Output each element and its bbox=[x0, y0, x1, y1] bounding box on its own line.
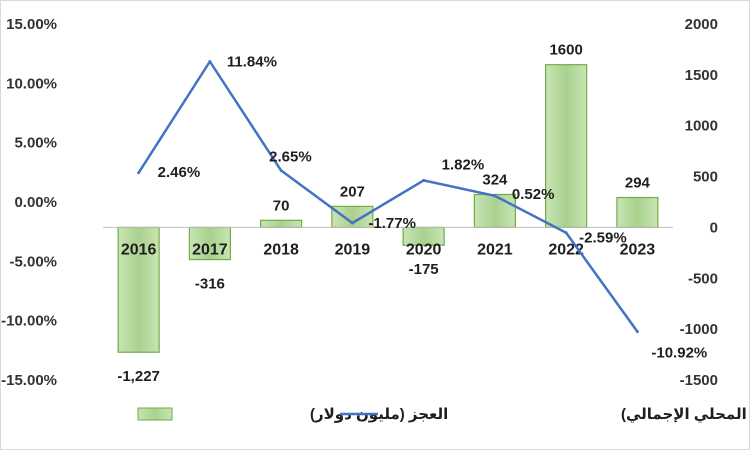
y-right-tick-label: -500 bbox=[688, 270, 718, 287]
y-right-tick-label: 1500 bbox=[685, 67, 718, 84]
bar-data-label: 207 bbox=[340, 183, 365, 200]
y-right-tick-label: 2000 bbox=[685, 16, 718, 33]
bar-data-label: -175 bbox=[409, 261, 439, 278]
line-point bbox=[279, 169, 283, 173]
legend-line-label: العجز (% من الناتج المحلي الإجمالي) bbox=[621, 406, 752, 423]
y-left-tick-label: -10.00% bbox=[1, 313, 57, 330]
bar bbox=[473, 193, 516, 229]
x-tick-label: 2018 bbox=[263, 241, 299, 258]
line-data-label: 2.65% bbox=[269, 149, 312, 166]
y-left-tick-label: 10.00% bbox=[6, 75, 57, 92]
y-right-tick-label: 0 bbox=[710, 219, 718, 236]
y-right-tick-label: -1000 bbox=[680, 321, 718, 338]
line-point bbox=[635, 330, 639, 334]
y-right-tick-label: 1000 bbox=[685, 118, 718, 135]
bar-data-label: 70 bbox=[273, 197, 290, 214]
line-series bbox=[137, 60, 639, 333]
line-point bbox=[422, 178, 426, 182]
bar-data-label: -1,227 bbox=[117, 368, 160, 385]
y-left-tick-label: 0.00% bbox=[14, 194, 57, 211]
x-tick-label: 2023 bbox=[620, 241, 656, 258]
line-data-label: 2.46% bbox=[158, 164, 201, 181]
bar-data-label: 324 bbox=[482, 171, 508, 188]
line-data-label: -1.77% bbox=[368, 215, 416, 232]
line-data-label: 1.82% bbox=[442, 156, 485, 173]
y-left-tick-label: -15.00% bbox=[1, 372, 57, 389]
legend-bar-swatch bbox=[137, 407, 173, 421]
bar-data-label: -316 bbox=[195, 276, 225, 293]
legend-bar-label: العجز (مليون دولار) bbox=[310, 406, 448, 423]
line-point bbox=[350, 221, 354, 225]
y-left-tick-label: 15.00% bbox=[6, 16, 57, 33]
line-data-label: 0.52% bbox=[512, 186, 555, 203]
line-point bbox=[564, 231, 568, 235]
line-point bbox=[493, 194, 497, 198]
bar-data-label: 1600 bbox=[549, 42, 582, 59]
x-tick-label: 2021 bbox=[477, 241, 513, 258]
x-tick-label: 2016 bbox=[121, 241, 157, 258]
line-point bbox=[208, 59, 212, 63]
x-tick-label: 2019 bbox=[335, 241, 371, 258]
y-left-tick-label: 5.00% bbox=[14, 135, 57, 152]
line-data-label: 11.84% bbox=[227, 53, 277, 70]
x-tick-label: 2020 bbox=[406, 241, 442, 258]
bar bbox=[545, 64, 588, 229]
bar bbox=[260, 219, 303, 229]
line-data-label: -10.92% bbox=[651, 345, 707, 362]
x-tick-label: 2017 bbox=[192, 241, 228, 258]
line-data-label: -2.59% bbox=[579, 230, 627, 247]
bar bbox=[188, 226, 231, 261]
y-right-tick-label: -1500 bbox=[680, 372, 718, 389]
y-right-tick-label: 500 bbox=[693, 169, 718, 186]
bar-data-label: 294 bbox=[625, 175, 651, 192]
line-point bbox=[137, 171, 141, 175]
y-left-tick-label: -5.00% bbox=[9, 253, 57, 270]
bar bbox=[616, 196, 659, 229]
